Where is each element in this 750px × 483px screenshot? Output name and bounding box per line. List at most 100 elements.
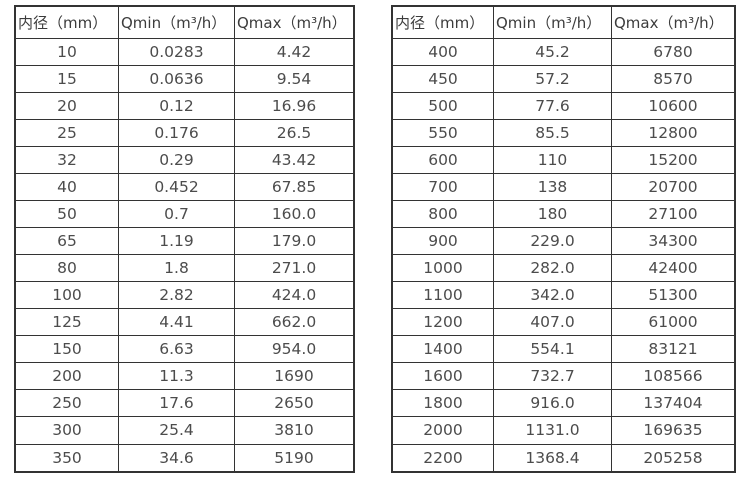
table-cell: 1200 bbox=[391, 308, 494, 337]
table-cell: 1368.4 bbox=[493, 443, 612, 473]
table-cell: 85.5 bbox=[493, 118, 612, 147]
table-cell: 554.1 bbox=[493, 335, 612, 364]
header-row: 内径（mm） Qmin（m³/h） Qmax（m³/h） bbox=[14, 5, 355, 39]
column-header: Qmin（m³/h） bbox=[493, 5, 612, 39]
table-cell: 407.0 bbox=[493, 308, 612, 337]
table-cell: 57.2 bbox=[493, 64, 612, 93]
table-cell: 250 bbox=[14, 389, 119, 418]
table-cell: 0.176 bbox=[118, 118, 235, 147]
table-row: 900 229.0 34300 bbox=[391, 226, 736, 256]
table-cell: 16.96 bbox=[234, 91, 355, 120]
table-cell: 1.19 bbox=[118, 226, 235, 256]
table-cell: 2000 bbox=[391, 416, 494, 445]
table-cell: 2.82 bbox=[118, 281, 235, 310]
table-row: 600 110 15200 bbox=[391, 145, 736, 174]
column-header: Qmin（m³/h） bbox=[118, 5, 235, 39]
table-cell: 0.452 bbox=[118, 172, 235, 201]
table-cell: 450 bbox=[391, 64, 494, 93]
table-cell: 9.54 bbox=[234, 64, 355, 93]
table-cell: 12800 bbox=[611, 118, 736, 147]
table-cell: 1131.0 bbox=[493, 416, 612, 445]
table-cell: 1000 bbox=[391, 254, 494, 283]
table-cell: 342.0 bbox=[493, 281, 612, 310]
table-cell: 4.41 bbox=[118, 308, 235, 337]
table-cell: 1100 bbox=[391, 281, 494, 310]
diameter-flow-table-right: 内径（mm） Qmin（m³/h） Qmax（m³/h） 400 45.2 6780 450… bbox=[391, 5, 736, 473]
table-cell: 0.7 bbox=[118, 199, 235, 229]
table-row: 1400 554.1 83121 bbox=[391, 335, 736, 364]
table-cell: 169635 bbox=[611, 416, 736, 445]
table-cell: 17.6 bbox=[118, 389, 235, 418]
table-cell: 0.29 bbox=[118, 145, 235, 174]
table-cell: 34.6 bbox=[118, 443, 235, 473]
table-cell: 8570 bbox=[611, 64, 736, 93]
table-cell: 20700 bbox=[611, 172, 736, 201]
table-row: 2200 1368.4 205258 bbox=[391, 443, 736, 473]
table-cell: 300 bbox=[14, 416, 119, 445]
table-cell: 6.63 bbox=[118, 335, 235, 364]
column-header: 内径（mm） bbox=[391, 5, 494, 39]
table-cell: 77.6 bbox=[493, 91, 612, 120]
table-cell: 160.0 bbox=[234, 199, 355, 229]
table-cell: 600 bbox=[391, 145, 494, 174]
table-cell: 15 bbox=[14, 64, 119, 93]
table-cell: 45.2 bbox=[493, 37, 612, 66]
table-cell: 350 bbox=[14, 443, 119, 473]
table-row: 25 0.176 26.5 bbox=[14, 118, 355, 147]
table-row: 100 2.82 424.0 bbox=[14, 281, 355, 310]
table-row: 32 0.29 43.42 bbox=[14, 145, 355, 174]
table-cell: 40 bbox=[14, 172, 119, 201]
table-row: 800 180 27100 bbox=[391, 199, 736, 229]
table-row: 150 6.63 954.0 bbox=[14, 335, 355, 364]
table-row: 500 77.6 10600 bbox=[391, 91, 736, 120]
table-cell: 34300 bbox=[611, 226, 736, 256]
table-row: 1200 407.0 61000 bbox=[391, 308, 736, 337]
table-cell: 10600 bbox=[611, 91, 736, 120]
table-cell: 125 bbox=[14, 308, 119, 337]
table-cell: 205258 bbox=[611, 443, 736, 473]
table-row: 15 0.0636 9.54 bbox=[14, 64, 355, 93]
table-cell: 700 bbox=[391, 172, 494, 201]
table-cell: 1800 bbox=[391, 389, 494, 418]
table-cell: 916.0 bbox=[493, 389, 612, 418]
table-row: 550 85.5 12800 bbox=[391, 118, 736, 147]
column-header: 内径（mm） bbox=[14, 5, 119, 39]
table-row: 50 0.7 160.0 bbox=[14, 199, 355, 229]
table-row: 350 34.6 5190 bbox=[14, 443, 355, 473]
table-cell: 20 bbox=[14, 91, 119, 120]
table-cell: 51300 bbox=[611, 281, 736, 310]
table-cell: 150 bbox=[14, 335, 119, 364]
table-cell: 732.7 bbox=[493, 362, 612, 391]
table-cell: 32 bbox=[14, 145, 119, 174]
table-row: 400 45.2 6780 bbox=[391, 37, 736, 66]
table-row: 80 1.8 271.0 bbox=[14, 254, 355, 283]
table-cell: 100 bbox=[14, 281, 119, 310]
table-cell: 4.42 bbox=[234, 37, 355, 66]
table-cell: 43.42 bbox=[234, 145, 355, 174]
table-row: 1100 342.0 51300 bbox=[391, 281, 736, 310]
table-row: 1000 282.0 42400 bbox=[391, 254, 736, 283]
table-cell: 80 bbox=[14, 254, 119, 283]
table-cell: 229.0 bbox=[493, 226, 612, 256]
table-cell: 179.0 bbox=[234, 226, 355, 256]
table-row: 1600 732.7 108566 bbox=[391, 362, 736, 391]
table-cell: 1600 bbox=[391, 362, 494, 391]
table-cell: 50 bbox=[14, 199, 119, 229]
table-cell: 954.0 bbox=[234, 335, 355, 364]
table-cell: 110 bbox=[493, 145, 612, 174]
table-cell: 282.0 bbox=[493, 254, 612, 283]
table-cell: 800 bbox=[391, 199, 494, 229]
table-cell: 67.85 bbox=[234, 172, 355, 201]
table-cell: 1690 bbox=[234, 362, 355, 391]
column-header: Qmax（m³/h） bbox=[234, 5, 355, 39]
table-cell: 26.5 bbox=[234, 118, 355, 147]
table-row: 2000 1131.0 169635 bbox=[391, 416, 736, 445]
table-cell: 27100 bbox=[611, 199, 736, 229]
table-row: 300 25.4 3810 bbox=[14, 416, 355, 445]
table-cell: 10 bbox=[14, 37, 119, 66]
table-cell: 25 bbox=[14, 118, 119, 147]
table-cell: 42400 bbox=[611, 254, 736, 283]
table-row: 450 57.2 8570 bbox=[391, 64, 736, 93]
table-cell: 0.12 bbox=[118, 91, 235, 120]
column-header: Qmax（m³/h） bbox=[611, 5, 736, 39]
